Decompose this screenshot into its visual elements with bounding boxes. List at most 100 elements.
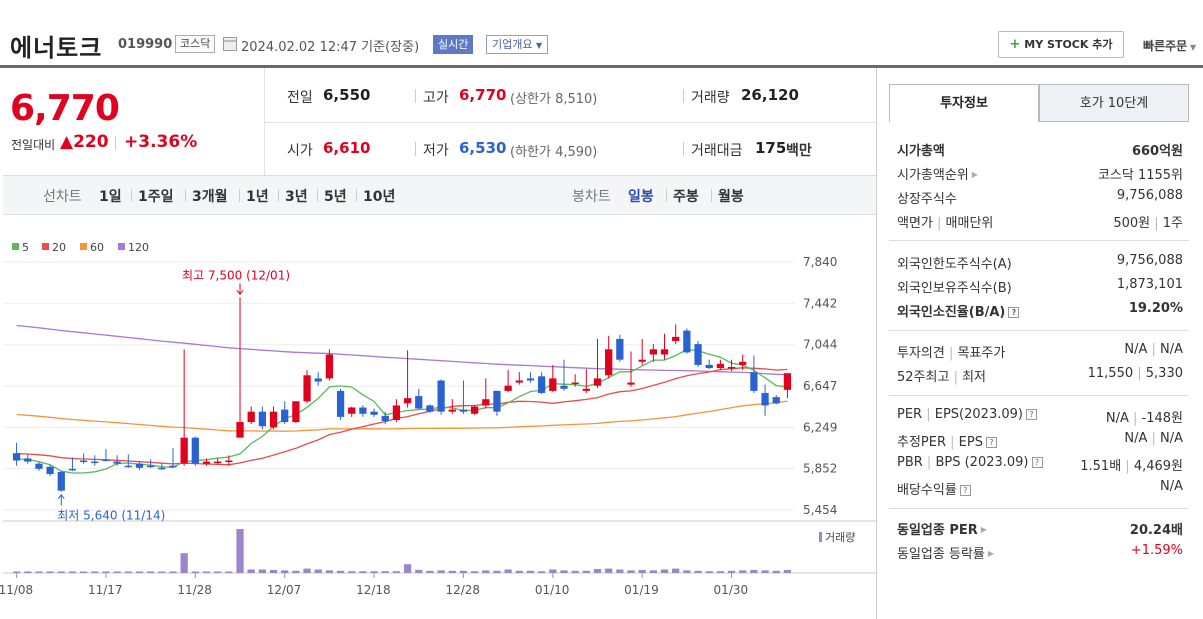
tab-daily[interactable]: 일봉 [628,189,654,205]
divider: | [1121,459,1134,474]
add-my-stock-button[interactable]: + MY STOCK 추가 [998,31,1124,58]
tab-quote-10[interactable]: 호가 10단계 [1039,84,1189,122]
candle-body [761,392,769,406]
candle-body [716,363,725,369]
tab-invest-info[interactable]: 투자정보 [889,84,1039,122]
volume-bar [57,571,65,573]
chart-range-tabs: 선차트 1일 1주일 3개월 1년 3년 5년 10년 봉차트 일봉 주봉 월봉 [3,175,876,215]
divider [889,330,1189,331]
info-value: 1.51배 | 4,469원 [1080,455,1183,474]
low-label: 저가 [423,143,449,159]
volume-bar [269,569,278,573]
info-row: 액면가 | 매매단위 500원 | 1주 [897,212,1183,232]
info-value-text-2: 5,330 [1145,366,1183,381]
legend-label: 60 [90,241,104,254]
volume-bar [515,570,523,573]
candle-body [169,465,177,468]
tab-3y[interactable]: 3년 [285,189,308,205]
market-badge: 코스닥 [175,35,216,53]
candle-body [370,411,378,415]
tab-1y[interactable]: 1년 [246,189,269,205]
y-tick-label: 7,840 [803,255,837,269]
volume-bar [761,570,769,573]
candle-body [582,388,590,391]
info-row: 배당수익률? N/A [897,479,1183,499]
volume-bar [482,570,490,573]
info-key[interactable]: 동일업종 등락률 ▶ [897,543,994,562]
x-tick-label: 01/10 [535,583,570,597]
candle-body [504,385,512,391]
info-row: 추정PER | EPS? N/A | N/A [897,431,1183,451]
candle-body [459,409,468,412]
open-value: 6,610 [323,139,371,157]
candle-body [236,422,244,438]
realtime-badge[interactable]: 실시간 [433,35,474,54]
volume-bar [470,571,479,573]
quick-order-dropdown[interactable]: 빠른주문 ▼ [1143,37,1196,54]
volume-label: 거래량 [691,90,730,106]
info-row: 시가총액순위 ▶ 코스닥 1155위 [897,164,1183,184]
candle-body [616,338,624,360]
volume-bar [571,570,579,573]
ma-line-20 [16,367,788,466]
tab-3m[interactable]: 3개월 [192,189,228,205]
candle-body [660,349,669,355]
help-icon[interactable]: ? [1008,307,1020,318]
volume-bar [683,570,691,573]
volume-bar [694,570,702,573]
divider: | [949,370,963,385]
candle-body [68,468,77,471]
tab-weekly[interactable]: 주봉 [673,189,699,205]
tab-1d[interactable]: 1일 [99,189,122,205]
candle-body [180,437,188,464]
divider [683,142,684,156]
candle-body [515,380,523,383]
candle-body [325,354,334,379]
x-tick-label: 12/07 [267,583,302,597]
chevron-right-icon: ▶ [971,170,978,179]
divider: | [922,407,935,422]
upper-limit: (상한가 8,510) [510,92,598,107]
volume-bar [281,570,289,573]
candle-body [750,372,758,391]
info-key: 배당수익률? [897,479,971,498]
candle-body [437,380,445,412]
tab-5y[interactable]: 5년 [324,189,347,205]
volume-bar [158,571,166,573]
tab-1w[interactable]: 1주일 [138,189,174,205]
help-icon[interactable]: ? [959,485,971,496]
help-icon[interactable]: ? [985,437,997,448]
info-key[interactable]: 동일업종 PER ▶ [897,519,987,538]
candle-body [202,461,211,464]
chevron-down-icon: ▼ [1187,43,1197,52]
stock-name: 에너토크 [10,34,103,62]
candle-body [392,405,401,420]
volume-bar [191,571,199,573]
help-icon[interactable]: ? [1031,457,1043,468]
volume-bar [638,569,646,573]
prev-close-value: 6,550 [323,86,371,104]
candle-body [739,361,747,365]
company-overview-dropdown[interactable]: 기업개요 ▼ [486,35,549,54]
volume-bar [549,569,557,573]
volume-bar [582,570,590,573]
stock-header: 에너토크 019990 코스닥 2024.02.02 12:47 기준(장중) … [0,0,1203,66]
price-chart[interactable]: 5 20 60 120 7,840 7,442 7,044 6,647 6,249 5,852 5,… [0,216,876,619]
info-value: N/A [1160,479,1183,494]
info-key-label: 동일업종 등락률 [897,547,985,562]
quote-datetime: 2024.02.02 12:47 기준(장중) [241,40,420,55]
x-tick-label: 12/18 [356,583,391,597]
help-icon[interactable]: ? [1025,409,1037,420]
info-key: 시가총액 [897,140,945,159]
candle-body [526,378,535,381]
min-price-annotation: 최저 5,640 (11/14) [57,509,165,523]
volume-bar [370,571,378,573]
info-key[interactable]: 시가총액순위 ▶ [897,164,978,183]
tab-monthly[interactable]: 월봉 [718,189,744,205]
info-value: 코스닥 1155위 [1098,164,1183,183]
volume-bar [426,570,434,573]
x-tick-label: 01/30 [714,583,749,597]
tab-10y[interactable]: 10년 [363,189,396,205]
info-value-text: N/A [1124,431,1148,446]
invest-info-panel [876,68,1203,619]
